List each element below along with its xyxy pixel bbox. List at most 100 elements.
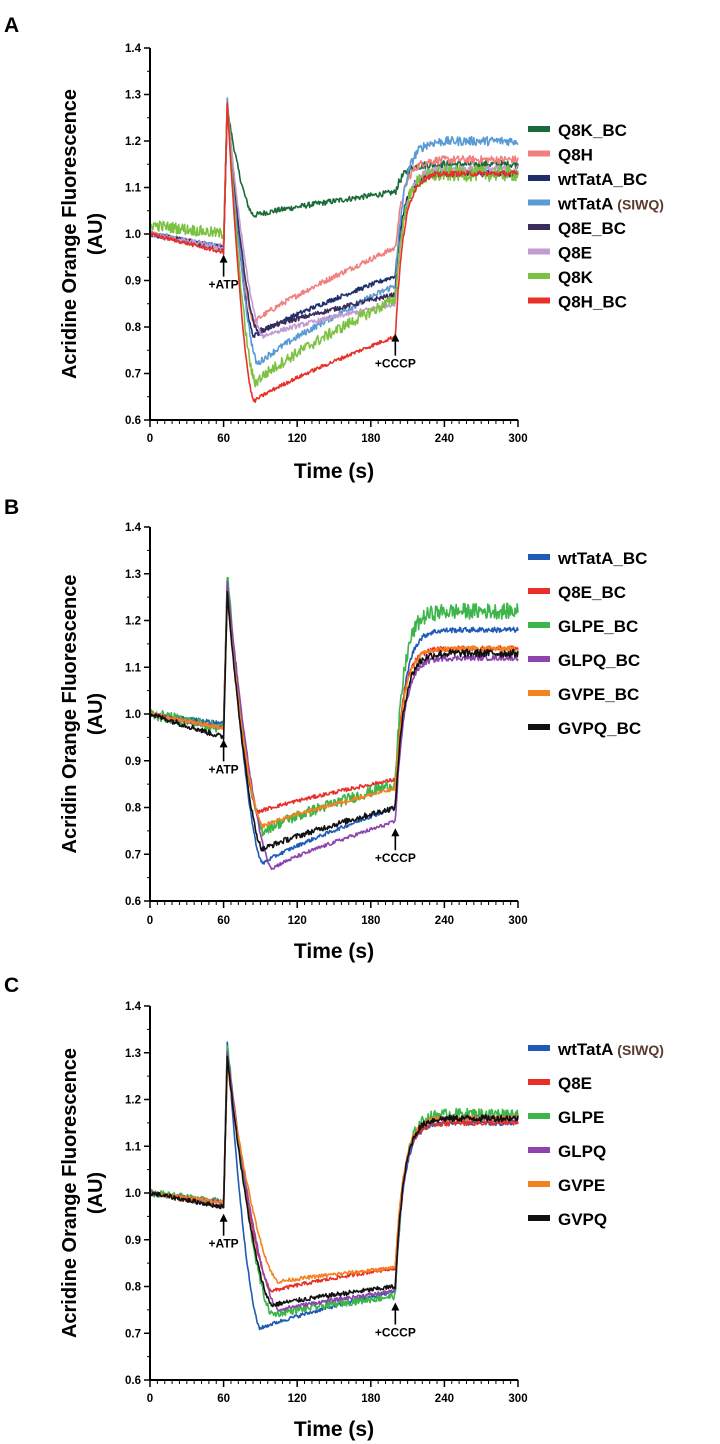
legend-label: Q8E_BC: [558, 219, 626, 238]
x-tick-label: 300: [508, 433, 527, 445]
legend-label: wtTatA_BC: [557, 170, 647, 189]
y-tick-label: 1.4: [125, 43, 142, 55]
legend-swatch: [528, 199, 550, 206]
x-tick-label: 0: [147, 915, 153, 927]
y-tick-label: 1.3: [125, 1048, 141, 1060]
series-line-glpq: [150, 1051, 519, 1312]
y-tick-label: 0.8: [125, 803, 142, 815]
legend-label: GVPQ_BC: [558, 719, 641, 738]
x-tick-label: 60: [217, 915, 230, 927]
legend-item: Q8H: [528, 146, 593, 165]
annotation-label: +ATP: [209, 278, 239, 292]
x-tick-label: 240: [435, 1393, 454, 1405]
legend-item: GVPE: [528, 1176, 605, 1195]
legend-item: Q8K: [528, 268, 594, 287]
legend-label: Q8H: [558, 146, 593, 165]
x-tick-label: 240: [435, 433, 454, 445]
x-tick-label: 60: [217, 433, 230, 445]
series-group: [150, 1041, 519, 1331]
x-tick-label: 240: [435, 915, 454, 927]
arrow-head-icon: [219, 739, 228, 748]
y-axis-title: Acridin Orange Fluorescence: [59, 575, 81, 854]
y-tick-label: 0.6: [125, 896, 141, 908]
y-axis-title: Acridine Orange Fluorescence: [59, 89, 81, 379]
arrow-head-icon: [391, 828, 400, 837]
legend-label: Q8E: [558, 1074, 592, 1093]
legend-label: Q8K: [558, 268, 594, 287]
x-tick-label: 300: [508, 915, 527, 927]
legend-swatch: [528, 656, 550, 662]
annotation-label: +CCCP: [375, 357, 416, 371]
series-group: [150, 576, 519, 871]
series-line-q8k-bc: [150, 109, 519, 250]
legend-swatch: [528, 175, 550, 181]
legend: wtTatA_BC Q8E_BC GLPE_BC GLPQ_BC GVPE_BC GVPQ…: [528, 549, 647, 738]
y-tick-label: 1.4: [125, 522, 142, 534]
series-line-gvpe-bc: [150, 594, 519, 829]
legend-label: Q8K_BC: [558, 121, 627, 140]
legend-swatch: [528, 1215, 550, 1221]
legend-item: Q8E: [528, 1074, 592, 1093]
legend-label: wtTatA (SIWQ): [557, 1040, 664, 1059]
legend-swatch: [528, 1045, 550, 1051]
y-tick-label: 0.6: [125, 1375, 141, 1387]
panel-label: A: [4, 14, 19, 37]
y-tick-label: 0.8: [125, 1282, 142, 1294]
x-tick-label: 120: [288, 915, 307, 927]
legend-label: GVPE_BC: [558, 685, 639, 704]
legend-item: GVPE_BC: [528, 685, 639, 704]
panel-label: C: [4, 974, 19, 997]
annotation-label: +CCCP: [375, 851, 416, 865]
annotation-label: +CCCP: [375, 1326, 416, 1340]
y-tick-label: 1.2: [125, 136, 141, 148]
legend-item: Q8K_BC: [528, 121, 627, 140]
arrow-head-icon: [219, 1213, 228, 1222]
y-tick-label: 1.1: [125, 662, 142, 674]
series-line-wttata-siwq-: [150, 1041, 519, 1331]
y-tick-label: 0.6: [125, 415, 141, 427]
y-tick-label: 1.0: [125, 229, 141, 241]
legend-item: GLPQ: [528, 1142, 606, 1161]
y-tick-label: 1.4: [125, 1001, 142, 1013]
chart-panel-c: C 0.6 0.7 0.8 0.9 1.0 1.1 1.2 1.3 1.4 0 60 120 180 240…: [4, 974, 664, 1441]
legend-swatch: [528, 554, 550, 560]
y-tick-label: 1.1: [125, 183, 142, 195]
legend-item: Q8H_BC: [528, 293, 627, 312]
legend-swatch: [528, 248, 550, 255]
legend-swatch: [528, 297, 550, 304]
x-tick-label: 120: [288, 1393, 307, 1405]
y-axis-title: Acridine Orange Fluorescence: [59, 1048, 81, 1338]
legend-item: Q8E: [528, 244, 592, 263]
x-tick-label: 180: [361, 1393, 380, 1405]
legend-label: GVPE: [558, 1176, 605, 1195]
legend-swatch: [528, 224, 550, 230]
y-axis-title-unit: (AU): [85, 693, 107, 735]
series-group: [150, 97, 519, 403]
x-axis-title: Time (s): [294, 460, 374, 483]
legend-label: wtTatA_BC: [557, 549, 647, 568]
legend-swatch: [528, 690, 550, 696]
arrow-head-icon: [391, 1302, 400, 1311]
x-tick-label: 120: [288, 433, 307, 445]
legend-label: Q8E: [558, 244, 592, 263]
legend-swatch: [528, 622, 550, 628]
legend-swatch: [528, 126, 550, 132]
legend-label: Q8E_BC: [558, 583, 626, 602]
y-tick-label: 0.9: [125, 276, 141, 288]
y-axis-title-unit: (AU): [85, 213, 107, 255]
annotation-label: +ATP: [209, 1237, 239, 1251]
y-tick-label: 0.7: [125, 369, 141, 381]
legend-label: GLPQ_BC: [558, 651, 640, 670]
y-axis-title-unit: (AU): [85, 1172, 107, 1214]
y-tick-label: 1.3: [125, 569, 141, 581]
arrow-head-icon: [391, 333, 400, 342]
annotation-label: +ATP: [209, 762, 239, 776]
y-tick-label: 0.8: [125, 322, 142, 334]
legend-item: wtTatA_BC: [528, 170, 647, 189]
legend-label: Q8H_BC: [558, 293, 627, 312]
legend-item: GVPQ_BC: [528, 719, 641, 738]
arrow-head-icon: [219, 254, 228, 263]
y-tick-label: 1.0: [125, 709, 141, 721]
chart-panel-b: B 0.6 0.7 0.8 0.9 1.0 1.1 1.2 1.3 1.4 0 60 120 180 240…: [4, 496, 647, 963]
legend-label: GLPE_BC: [558, 617, 638, 636]
